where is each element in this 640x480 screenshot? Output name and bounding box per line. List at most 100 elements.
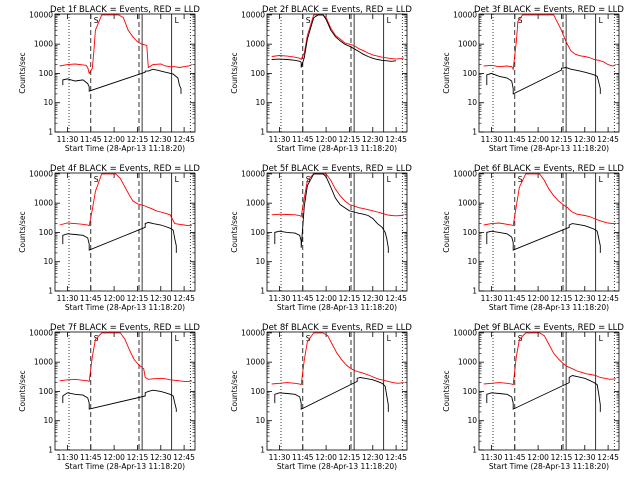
x-tick-label: 11:30 [269, 453, 291, 462]
x-axis-label: Start Time (28-Apr-13 11:18:20) [65, 144, 185, 153]
x-tick-label: 12:15 [339, 294, 361, 303]
x-tick-label: 12:30 [150, 453, 172, 462]
series-line-lld [59, 14, 193, 75]
x-tick-label: 12:00 [527, 294, 549, 303]
x-axis-label: Start Time (28-Apr-13 11:18:20) [489, 144, 609, 153]
y-tick-label: 1 [472, 446, 477, 455]
panel-title: Det 2f BLACK = Events, RED = LLD [262, 5, 412, 15]
marker-glyph-l: L [175, 175, 180, 184]
x-tick-label: 12:45 [173, 135, 195, 144]
x-tick-label: 12:45 [597, 135, 619, 144]
plot-frame [478, 13, 620, 133]
plot-frame [266, 13, 408, 133]
x-tick-label: 12:15 [127, 294, 149, 303]
y-tick-label: 1 [260, 128, 265, 137]
plot-frame [266, 172, 408, 292]
marker-glyph-l: L [175, 16, 180, 25]
x-tick-label: 11:45 [504, 294, 526, 303]
x-tick-label: 12:00 [103, 135, 125, 144]
plot-frame [54, 172, 196, 292]
y-tick-label: 10000 [241, 10, 265, 19]
y-tick-label: 1 [48, 287, 53, 296]
x-tick-label: 12:00 [315, 294, 337, 303]
series-line-events [62, 68, 182, 94]
panel-title: Det 5f BLACK = Events, RED = LLD [262, 164, 412, 174]
series-line-lld [271, 332, 404, 386]
x-axis-label: Start Time (28-Apr-13 11:18:20) [489, 462, 609, 471]
y-tick-label: 10 [255, 257, 265, 266]
x-tick-label: 11:45 [292, 135, 314, 144]
x-tick-label: 12:00 [103, 453, 125, 462]
series-line-events [62, 389, 177, 412]
y-tick-label: 10000 [241, 169, 265, 178]
y-tick-label: 10 [467, 98, 477, 107]
x-tick-label: 11:30 [269, 294, 291, 303]
x-tick-label: 11:30 [57, 294, 79, 303]
marker-glyph-l: L [599, 175, 604, 184]
panel-title: Det 1f BLACK = Events, RED = LLD [50, 5, 200, 15]
panel-title: Det 6f BLACK = Events, RED = LLD [474, 164, 624, 174]
marker-glyph-l: L [175, 334, 180, 343]
x-tick-label: 12:00 [315, 135, 337, 144]
x-tick-label: 11:45 [80, 294, 102, 303]
series-line-events [274, 377, 389, 412]
y-tick-label: 100 [463, 228, 478, 237]
y-tick-label: 100 [251, 228, 266, 237]
y-axis-label: Counts/sec [230, 52, 239, 93]
x-tick-label: 11:45 [504, 135, 526, 144]
x-tick-label: 12:30 [362, 135, 384, 144]
x-tick-label: 12:30 [150, 294, 172, 303]
x-tick-label: 12:45 [597, 294, 619, 303]
y-tick-label: 10 [43, 257, 53, 266]
x-axis-label: Start Time (28-Apr-13 11:18:20) [65, 303, 185, 312]
x-tick-label: 12:30 [574, 453, 596, 462]
y-tick-label: 1000 [34, 199, 53, 208]
marker-glyph-s: S [94, 16, 99, 25]
y-tick-label: 10 [255, 98, 265, 107]
marker-glyph-l: L [599, 16, 604, 25]
y-axis-label: Counts/sec [442, 211, 451, 252]
x-tick-label: 12:15 [551, 453, 573, 462]
series-line-events [271, 14, 397, 68]
x-axis-label: Start Time (28-Apr-13 11:18:20) [65, 462, 185, 471]
y-axis-label: Counts/sec [442, 52, 451, 93]
plot-frame [478, 172, 620, 292]
x-tick-label: 12:30 [362, 294, 384, 303]
y-tick-label: 100 [251, 387, 266, 396]
y-tick-label: 1 [48, 128, 53, 137]
x-tick-label: 12:15 [551, 135, 573, 144]
panel-title: Det 9f BLACK = Events, RED = LLD [474, 323, 624, 333]
y-tick-label: 10000 [29, 169, 53, 178]
y-tick-label: 1 [472, 287, 477, 296]
y-tick-label: 1 [260, 446, 265, 455]
plot-frame [54, 331, 196, 451]
x-axis-label: Start Time (28-Apr-13 11:18:20) [277, 144, 397, 153]
x-axis-label: Start Time (28-Apr-13 11:18:20) [277, 303, 397, 312]
series-line-lld [483, 332, 616, 386]
panel-title: Det 3f BLACK = Events, RED = LLD [474, 5, 624, 15]
plot-frame [478, 331, 620, 451]
x-tick-label: 12:00 [103, 294, 125, 303]
x-tick-label: 12:30 [574, 294, 596, 303]
y-tick-label: 10 [43, 416, 53, 425]
x-tick-label: 12:15 [339, 135, 361, 144]
x-tick-label: 11:30 [481, 135, 503, 144]
x-tick-label: 11:30 [57, 135, 79, 144]
series-line-lld [483, 14, 617, 71]
x-tick-label: 11:45 [292, 453, 314, 462]
y-tick-label: 1000 [458, 358, 477, 367]
x-tick-label: 11:45 [292, 294, 314, 303]
y-tick-label: 1000 [246, 358, 265, 367]
x-tick-label: 11:45 [504, 453, 526, 462]
series-line-lld [59, 173, 192, 227]
panel-title: Det 4f BLACK = Events, RED = LLD [50, 164, 200, 174]
y-tick-label: 1000 [246, 199, 265, 208]
x-tick-label: 12:45 [385, 453, 407, 462]
y-tick-label: 1000 [34, 358, 53, 367]
y-axis-label: Counts/sec [442, 370, 451, 411]
panel-title: Det 7f BLACK = Events, RED = LLD [50, 323, 200, 333]
